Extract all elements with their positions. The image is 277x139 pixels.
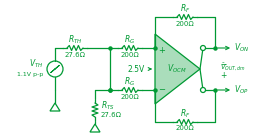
- Text: $-$: $-$: [158, 84, 166, 92]
- Text: 27.6Ω: 27.6Ω: [101, 112, 122, 118]
- Text: 200Ω: 200Ω: [176, 125, 194, 131]
- Text: 1.1V p-p: 1.1V p-p: [17, 71, 43, 76]
- Text: $+$: $+$: [220, 70, 228, 80]
- Text: 200Ω: 200Ω: [120, 52, 139, 58]
- Text: $R_F$: $R_F$: [180, 3, 190, 15]
- Circle shape: [201, 45, 206, 50]
- Text: $V_{OP}$: $V_{OP}$: [234, 84, 249, 96]
- Text: 2.5V: 2.5V: [128, 64, 145, 74]
- Text: $\bar{V}_{OUT,dm}$: $\bar{V}_{OUT,dm}$: [220, 61, 246, 73]
- Text: $R_{TS}$: $R_{TS}$: [101, 100, 115, 112]
- Circle shape: [201, 87, 206, 92]
- Text: $+$: $+$: [158, 45, 166, 55]
- Polygon shape: [155, 34, 200, 104]
- Text: 200Ω: 200Ω: [120, 94, 139, 100]
- Text: $V_{ON}$: $V_{ON}$: [234, 42, 249, 54]
- Text: $R_G$: $R_G$: [124, 34, 136, 46]
- Text: 200Ω: 200Ω: [176, 21, 194, 27]
- Text: $R_{TH}$: $R_{TH}$: [68, 34, 82, 46]
- Text: $V_{OCM}$: $V_{OCM}$: [167, 63, 187, 75]
- Text: $R_G$: $R_G$: [124, 76, 136, 88]
- Text: $-$: $-$: [220, 59, 228, 68]
- Text: $V_{TH}$: $V_{TH}$: [29, 58, 43, 70]
- Text: 27.6Ω: 27.6Ω: [65, 52, 86, 58]
- Text: $R_F$: $R_F$: [180, 108, 190, 120]
